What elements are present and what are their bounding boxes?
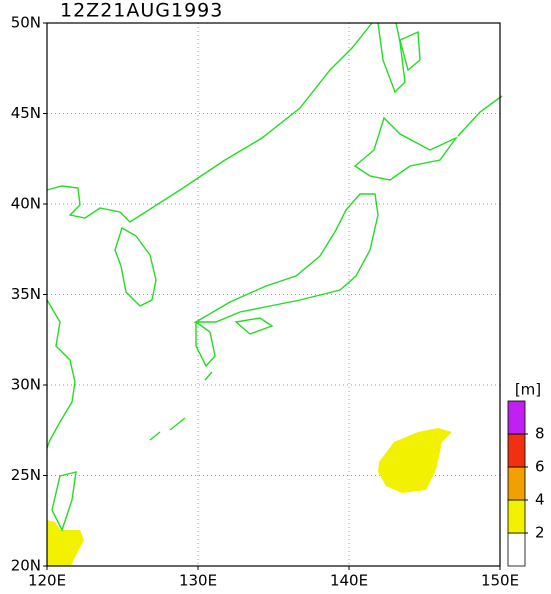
map-frame xyxy=(46,22,501,567)
map xyxy=(46,22,503,567)
coastline xyxy=(114,226,157,307)
x-tick-label: 150E xyxy=(481,572,519,590)
colorbar-unit: [m] xyxy=(515,381,541,399)
coastline xyxy=(234,317,274,335)
wave-area xyxy=(47,520,84,566)
y-tick-label: 30N xyxy=(11,376,41,394)
y-tick-label: 25N xyxy=(11,466,41,484)
colorbar-box xyxy=(507,532,526,567)
coastline xyxy=(46,299,76,449)
colorbar-box xyxy=(507,499,526,534)
coastline xyxy=(353,116,459,181)
x-tick-label: 120E xyxy=(28,572,66,590)
x-tick-label: 130E xyxy=(179,572,217,590)
colorbar-label: 4 xyxy=(535,491,545,509)
coastline xyxy=(457,95,503,137)
colorbar: [m] 2 4 6 8 xyxy=(507,381,545,567)
y-tick-label: 35N xyxy=(11,285,41,303)
y-tick-label: 50N xyxy=(11,14,41,32)
coastline xyxy=(193,193,379,323)
y-tick-label: 40N xyxy=(11,195,41,213)
colorbar-label: 2 xyxy=(535,524,545,542)
colorbar-label: 8 xyxy=(535,425,545,443)
x-tick-label: 140E xyxy=(330,572,368,590)
coastline xyxy=(399,30,421,72)
coastline xyxy=(149,371,213,441)
colorbar-box xyxy=(507,400,526,435)
coastline xyxy=(195,320,216,368)
colorbar-label: 6 xyxy=(535,458,545,476)
coastline xyxy=(51,471,77,532)
colorbar-box xyxy=(507,433,526,468)
colorbar-box xyxy=(507,466,526,501)
y-tick-label: 20N xyxy=(11,557,41,575)
grid xyxy=(47,23,500,566)
coastline xyxy=(46,22,373,223)
title: 12Z21AUG1993 xyxy=(60,0,223,22)
wave-area xyxy=(378,428,452,493)
coastline xyxy=(377,22,406,94)
y-tick-label: 45N xyxy=(11,104,41,122)
